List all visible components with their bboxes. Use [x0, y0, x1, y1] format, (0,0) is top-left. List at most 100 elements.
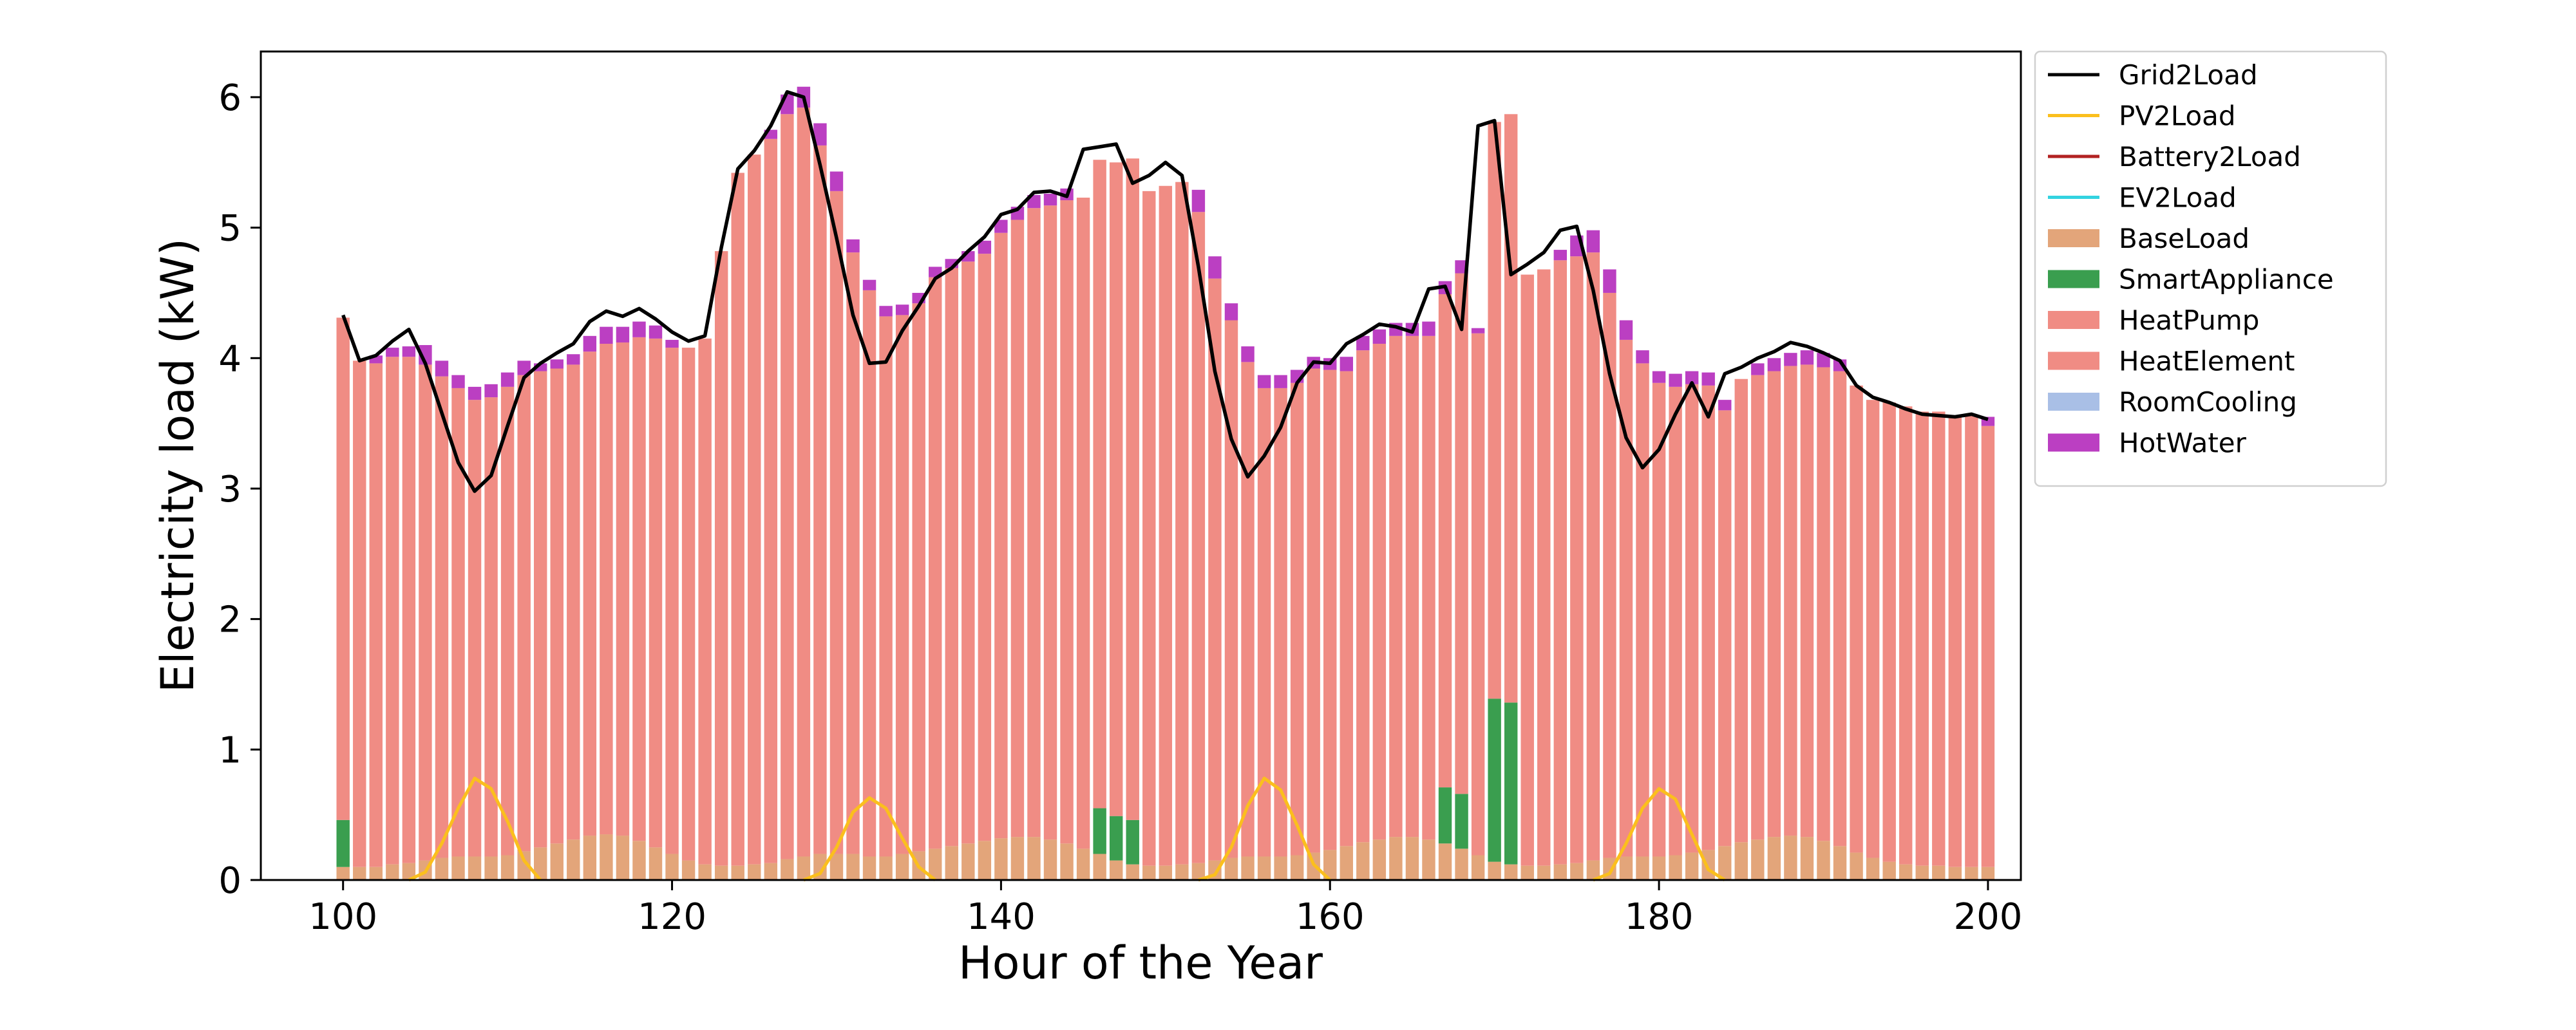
bar-heatpump-159: [1307, 368, 1320, 853]
y-axis: 0 1 2 3 4 5 6: [218, 77, 261, 902]
legend-label-grid2load: Grid2Load: [2119, 59, 2258, 91]
bar-hotwater-182: [1685, 371, 1699, 384]
bar-baseload-103: [386, 864, 399, 880]
bar-heatpump-116: [600, 344, 613, 835]
bar-heatpump-103: [386, 357, 399, 865]
bar-baseload-142: [1027, 837, 1041, 880]
bar-hotwater-180: [1652, 371, 1666, 383]
bar-baseload-121: [681, 860, 696, 880]
bar-baseload-139: [978, 841, 992, 880]
bar-baseload-191: [1833, 846, 1847, 880]
bar-baseload-149: [1142, 865, 1156, 880]
bar-heatpump-189: [1800, 364, 1814, 838]
bar-baseload-162: [1356, 842, 1370, 880]
bar-hotwater-134: [895, 304, 909, 315]
bar-heatpump-152: [1191, 212, 1206, 863]
bar-hotwater-139: [978, 240, 992, 254]
bar-baseload-195: [1899, 864, 1913, 880]
bar-heatpump-150: [1159, 185, 1173, 866]
bar-hotwater-157: [1274, 375, 1287, 388]
bar-heatpump-132: [862, 290, 876, 857]
bar-baseload-141: [1010, 837, 1025, 880]
bar-heatpump-156: [1257, 388, 1271, 857]
bar-baseload-164: [1389, 837, 1403, 880]
bar-hotwater-189: [1800, 350, 1814, 365]
bar-baseload-183: [1701, 850, 1715, 880]
bar-baseload-173: [1537, 865, 1551, 880]
bar-smartappliance-148: [1126, 819, 1139, 865]
bar-smartappliance-167: [1438, 787, 1452, 844]
bar-baseload-193: [1866, 857, 1880, 880]
bar-baseload-107: [451, 856, 465, 880]
bar-heatpump-194: [1882, 402, 1896, 862]
bar-baseload-184: [1718, 846, 1732, 880]
bar-baseload-138: [961, 843, 975, 880]
bar-heatpump-106: [435, 376, 449, 858]
bar-heatpump-177: [1603, 292, 1616, 858]
bar-heatpump-176: [1586, 252, 1600, 861]
bar-baseload-168: [1455, 848, 1468, 880]
bar-heatpump-108: [468, 400, 482, 857]
bar-heatpump-153: [1208, 278, 1222, 861]
bar-baseload-125: [748, 864, 761, 880]
bar-heatpump-100: [336, 317, 350, 820]
bar-heatpump-126: [764, 138, 778, 863]
bar-hotwater-114: [567, 354, 580, 365]
bar-hotwater-117: [616, 326, 630, 342]
bar-heatpump-129: [813, 145, 827, 854]
bar-baseload-144: [1060, 843, 1074, 880]
bar-hotwater-169: [1471, 328, 1485, 333]
bar-smartappliance-168: [1455, 794, 1468, 849]
bar-baseload-163: [1372, 839, 1387, 880]
bar-hotwater-155: [1241, 346, 1255, 362]
bar-heatpump-170: [1488, 122, 1501, 699]
bar-heatpump-171: [1504, 114, 1518, 703]
bar-baseload-147: [1109, 860, 1123, 880]
bar-heatpump-125: [748, 154, 761, 865]
bar-heatpump-178: [1619, 339, 1633, 857]
bar-heatpump-133: [879, 316, 893, 857]
bar-heatpump-158: [1290, 382, 1304, 856]
bar-hotwater-181: [1669, 373, 1682, 387]
bar-heatpump-131: [846, 252, 860, 854]
bar-heatpump-198: [1948, 415, 1962, 867]
bar-heatpump-128: [797, 108, 811, 857]
bar-hotwater-111: [517, 360, 531, 375]
bar-hotwater-130: [829, 171, 844, 191]
bar-heatpump-110: [500, 386, 515, 856]
bar-baseload-190: [1817, 841, 1830, 880]
bar-baseload-158: [1290, 855, 1304, 880]
bar-baseload-154: [1224, 857, 1238, 880]
bar-baseload-146: [1093, 854, 1106, 880]
bar-baseload-180: [1652, 856, 1666, 880]
bar-hotwater-154: [1224, 303, 1238, 321]
bar-baseload-161: [1340, 846, 1353, 880]
bar-baseload-145: [1076, 848, 1090, 880]
bar-hotwater-174: [1553, 250, 1567, 261]
bar-heatpump-113: [550, 368, 564, 844]
bar-heatpump-144: [1060, 200, 1074, 844]
bar-heatpump-147: [1109, 162, 1123, 816]
bar-heatpump-142: [1027, 208, 1041, 838]
x-axis-label: Hour of the Year: [958, 937, 1323, 989]
bar-smartappliance-171: [1504, 702, 1518, 865]
bar-hotwater-107: [451, 375, 465, 388]
legend-box: [2034, 50, 2387, 487]
bar-baseload-178: [1619, 856, 1633, 880]
bar-baseload-131: [846, 854, 860, 880]
bar-hotwater-118: [632, 321, 646, 337]
bar-hotwater-113: [550, 359, 564, 369]
bar-baseload-185: [1734, 842, 1748, 880]
bar-baseload-124: [731, 865, 744, 880]
bar-baseload-137: [945, 846, 958, 880]
y-tick-label-0: 0: [218, 860, 242, 902]
bar-hotwater-190: [1817, 353, 1830, 368]
bar-heatpump-182: [1685, 384, 1699, 853]
bar-baseload-152: [1191, 863, 1206, 880]
legend-label-pv2load: PV2Load: [2119, 100, 2236, 132]
bar-baseload-126: [764, 863, 778, 880]
bar-heatpump-105: [419, 364, 432, 861]
bar-heatpump-175: [1570, 256, 1584, 863]
bar-baseload-112: [534, 847, 547, 880]
bar-baseload-176: [1586, 860, 1600, 880]
